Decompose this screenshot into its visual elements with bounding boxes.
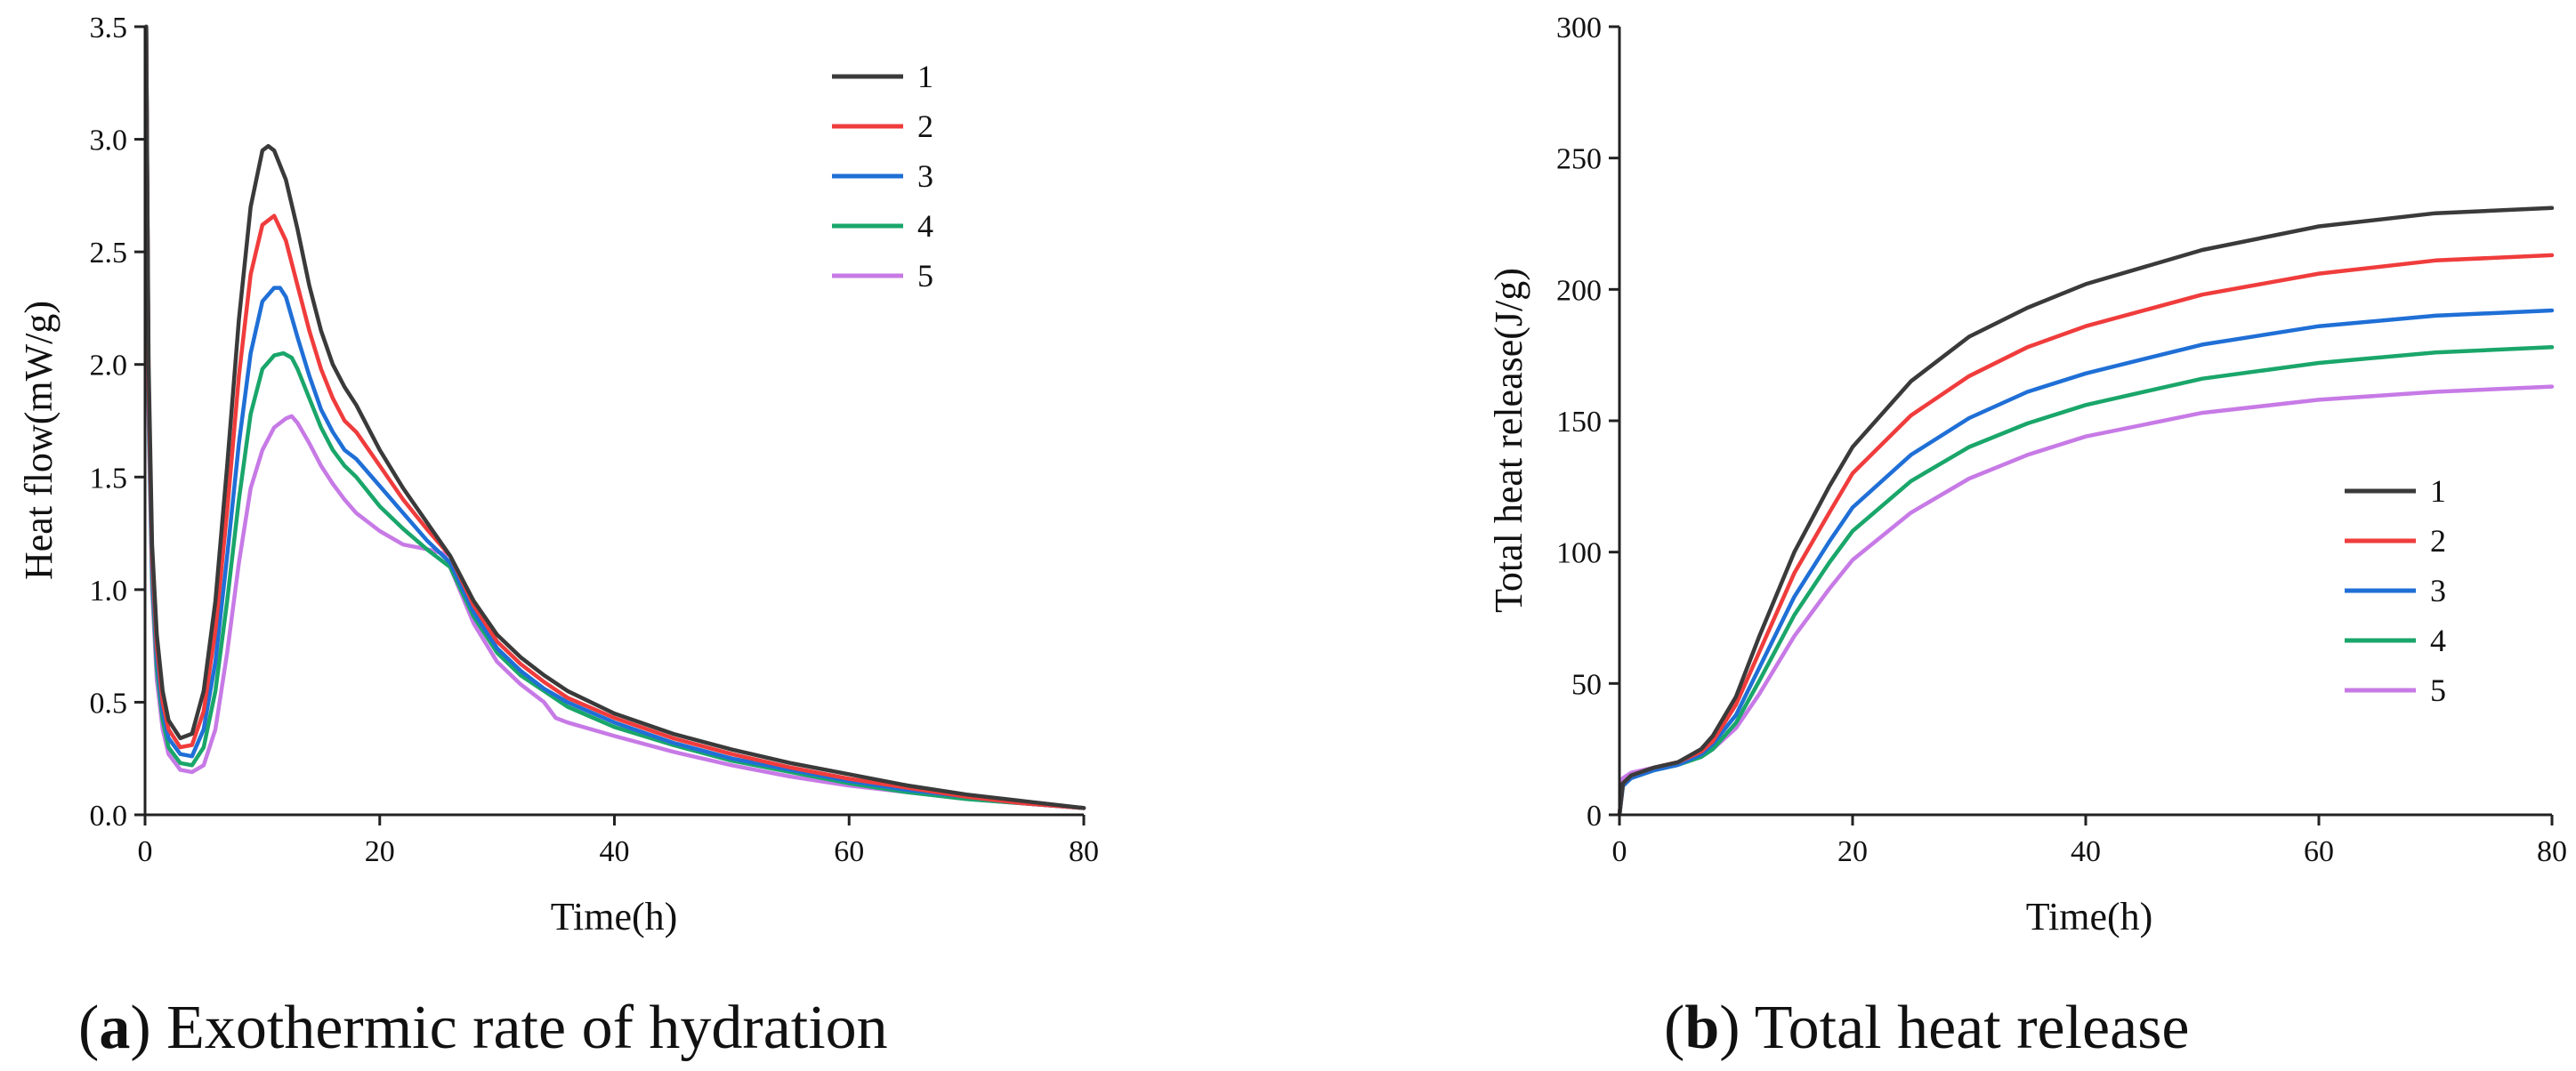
chart-b-xtick-label: 80 xyxy=(2537,835,2567,868)
chart-a-legend-label-3: 3 xyxy=(917,158,933,194)
chart-b-xtick-label: 40 xyxy=(2071,835,2101,868)
chart-b-ytick-label: 100 xyxy=(1556,537,1602,570)
caption-a-text: Exothermic rate of hydration xyxy=(151,994,888,1062)
chart-a-legend-label-5: 5 xyxy=(917,258,933,294)
chart-b-legend-label-1: 1 xyxy=(2430,473,2446,509)
chart-a-ytick-label: 3.0 xyxy=(90,125,128,157)
chart-b-series xyxy=(1617,205,2555,817)
chart-a-ytick-label: 0.5 xyxy=(90,687,128,720)
chart-b-ytick-label: 50 xyxy=(1571,668,1602,701)
caption-a-open: ( xyxy=(78,994,99,1062)
chart-b-series-5 xyxy=(1617,384,2555,817)
caption-b: (b) Total heat release xyxy=(1664,994,2190,1062)
chart-a-xtick-label: 80 xyxy=(1069,835,1099,868)
chart-a-ytick-label: 1.0 xyxy=(90,575,128,608)
chart-b-legend-label-3: 3 xyxy=(2430,573,2446,608)
chart-b-series-4 xyxy=(1617,345,2555,817)
chart-a-ytick-label: 0.0 xyxy=(90,800,128,833)
chart-b-ytick-labels: 0 50 100 150 200 250 300 xyxy=(1556,12,1602,833)
caption-b-open: ( xyxy=(1664,994,1684,1062)
chart-b-series-3 xyxy=(1617,308,2555,817)
chart-b-xlabel: Time(h) xyxy=(2026,895,2153,938)
chart-a-xtick-labels: 0 20 40 60 80 xyxy=(138,835,1100,868)
caption-b-letter: b xyxy=(1684,994,1719,1062)
chart-b-xtick-label: 20 xyxy=(1837,835,1868,868)
chart-a-xtick-label: 0 xyxy=(138,835,153,868)
chart-b-ytick-label: 300 xyxy=(1556,12,1602,44)
caption-b-text: Total heat release xyxy=(1740,994,2190,1062)
caption-b-close: ) xyxy=(1719,994,1740,1062)
chart-a-legend-label-4: 4 xyxy=(917,208,933,244)
chart-a-ytick-labels: 0.0 0.5 1.0 1.5 2.0 2.5 3.0 3.5 xyxy=(90,12,128,833)
chart-a-series-3 xyxy=(144,24,1086,810)
chart-a-series-4 xyxy=(144,24,1086,810)
chart-b-series-2 xyxy=(1617,253,2555,817)
chart-b-legend-label-2: 2 xyxy=(2430,523,2446,559)
chart-a-ytick-label: 3.5 xyxy=(90,12,128,44)
chart-a-series-5 xyxy=(144,24,1086,810)
chart-b-ytick-label: 0 xyxy=(1587,800,1602,833)
chart-b-ytick-label: 200 xyxy=(1556,274,1602,307)
chart-a-series xyxy=(144,24,1086,810)
chart-a-ylabel: Heat flow(mW/g) xyxy=(17,301,61,580)
chart-a-ytick-label: 1.5 xyxy=(90,462,128,495)
chart-b-ylabel: Total heat release(J/g) xyxy=(1487,268,1530,613)
chart-a-ytick-label: 2.5 xyxy=(90,237,128,270)
chart-b-series-1 xyxy=(1617,205,2555,817)
chart-a-xtick-label: 20 xyxy=(365,835,395,868)
chart-a-xlabel: Time(h) xyxy=(551,895,678,938)
chart-b-legend-label-5: 5 xyxy=(2430,672,2446,708)
caption-a-letter: a xyxy=(99,994,130,1062)
caption-a: (a) Exothermic rate of hydration xyxy=(78,994,888,1062)
chart-a-series-2 xyxy=(144,24,1086,810)
chart-b: Total heat release(J/g) Time(h) 05010015… xyxy=(1487,12,2567,1062)
chart-a-xtick-label: 60 xyxy=(834,835,864,868)
chart-a-legend: 1 2 3 4 5 xyxy=(832,59,933,294)
chart-a-legend-label-2: 2 xyxy=(917,109,933,144)
chart-b-xtick-labels: 0 20 40 60 80 xyxy=(1612,835,2568,868)
chart-a-legend-label-1: 1 xyxy=(917,59,933,94)
chart-b-axes xyxy=(1609,25,2554,825)
chart-b-ytick-label: 250 xyxy=(1556,143,1602,176)
chart-a-axes xyxy=(134,25,1086,825)
chart-b-legend-label-4: 4 xyxy=(2430,623,2446,658)
chart-a-ytick-label: 2.0 xyxy=(90,350,128,382)
chart-b-ytick-label: 150 xyxy=(1556,406,1602,439)
chart-b-xtick-label: 0 xyxy=(1612,835,1627,868)
caption-a-close: ) xyxy=(130,994,150,1062)
chart-b-xtick-label: 60 xyxy=(2304,835,2334,868)
chart-b-legend: 1 2 3 4 5 xyxy=(2345,473,2446,708)
chart-a-xtick-label: 40 xyxy=(600,835,630,868)
chart-a-series-1 xyxy=(144,24,1086,810)
chart-a: Heat flow(mW/g) Time(h) 0.0 0.5 1.0 1.5 2.0 2… xyxy=(17,12,1099,1062)
